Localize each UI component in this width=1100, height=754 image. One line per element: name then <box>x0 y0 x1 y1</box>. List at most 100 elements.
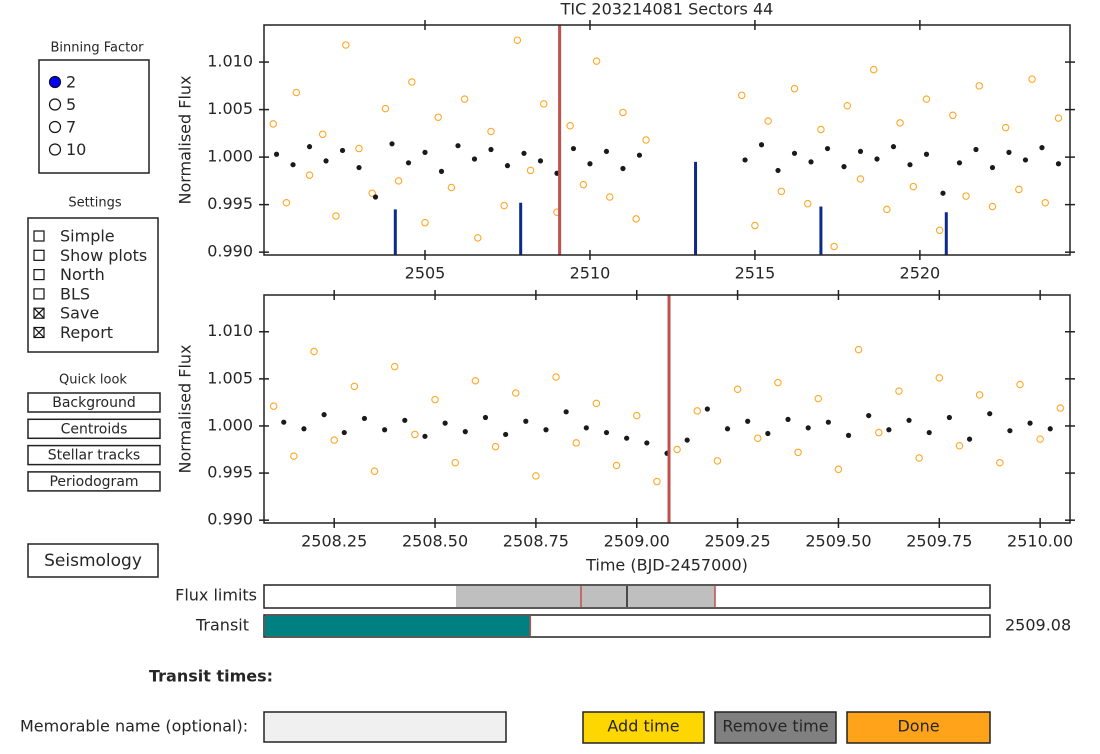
data-point <box>856 175 865 183</box>
data-point <box>342 41 350 49</box>
data-point <box>988 202 997 211</box>
quick-look-label[interactable]: Stellar tracks <box>48 448 140 464</box>
data-point <box>624 435 630 441</box>
data-point <box>442 420 448 426</box>
checkbox-label[interactable]: Report <box>60 323 113 342</box>
data-point <box>408 78 416 86</box>
data-point <box>632 215 640 223</box>
data-point <box>566 121 574 130</box>
data-point <box>474 234 482 242</box>
data-point <box>875 428 883 437</box>
data-point <box>890 144 897 150</box>
quick-look-button[interactable] <box>27 471 161 492</box>
data-point <box>693 407 702 415</box>
data-point <box>857 148 864 155</box>
radio-button[interactable] <box>48 120 62 134</box>
quick-look-label[interactable]: Periodogram <box>49 474 138 490</box>
checkbox[interactable] <box>33 269 45 281</box>
y-tick-label: 1.000 <box>207 147 253 166</box>
plot-area <box>264 295 1070 523</box>
x-tick-label: 2510.00 <box>1007 532 1073 551</box>
quick-look-button[interactable] <box>27 444 161 466</box>
data-point <box>841 164 847 170</box>
radio-button[interactable] <box>48 143 62 156</box>
transit-slider-value: 2509.08 <box>1005 616 1071 635</box>
data-point <box>869 65 878 74</box>
action-button[interactable] <box>582 711 705 744</box>
data-point <box>1036 435 1044 443</box>
data-point <box>361 415 368 422</box>
radio-label[interactable]: 2 <box>66 73 76 92</box>
data-point <box>321 412 327 418</box>
action-button[interactable] <box>846 711 991 744</box>
data-point <box>521 150 527 156</box>
data-point <box>886 427 892 433</box>
checkbox-label[interactable]: North <box>60 265 105 284</box>
quick-look-button[interactable] <box>27 418 161 440</box>
name-input[interactable] <box>263 711 507 743</box>
seismology-label[interactable]: Seismology <box>44 551 142 571</box>
data-point <box>572 439 580 447</box>
checkbox-label[interactable]: Simple <box>60 227 115 246</box>
action-button[interactable] <box>714 711 837 744</box>
transit-buttons: Add time Remove time Done <box>582 711 991 744</box>
data-point <box>394 177 403 185</box>
data-point <box>1056 404 1065 412</box>
data-point <box>511 389 520 397</box>
plot-area <box>264 25 1070 255</box>
data-point <box>824 145 831 152</box>
quick-look-label[interactable]: Centroids <box>61 421 128 437</box>
y-axis-label: Normalised Flux <box>176 344 195 473</box>
seismology-button[interactable] <box>27 543 159 578</box>
data-point <box>777 187 786 196</box>
data-point <box>431 395 439 404</box>
radio-button[interactable] <box>48 98 62 111</box>
radio-button[interactable] <box>48 75 62 89</box>
data-point <box>642 136 650 144</box>
quick-look-button[interactable] <box>27 392 161 413</box>
data-point <box>940 190 946 196</box>
data-point <box>923 151 930 157</box>
quick-look-label[interactable]: Background <box>52 395 136 411</box>
checkbox[interactable] <box>33 288 45 300</box>
x-tick-label: 2509.25 <box>705 532 771 551</box>
data-point <box>290 452 298 460</box>
data-point <box>713 457 722 465</box>
data-point <box>1006 149 1012 155</box>
x-tick-label: 2505 <box>405 264 446 283</box>
data-point <box>935 374 944 382</box>
checkbox-label[interactable]: BLS <box>60 284 90 303</box>
data-point <box>896 119 904 127</box>
data-point <box>975 82 984 90</box>
check-mark <box>33 307 45 319</box>
action-button-label[interactable]: Add time <box>607 717 679 736</box>
data-point <box>909 182 918 191</box>
action-button-label[interactable]: Remove time <box>722 717 828 736</box>
data-point <box>724 426 731 432</box>
y-tick-label: 1.005 <box>207 368 253 387</box>
data-point <box>915 454 923 462</box>
data-point <box>269 402 278 410</box>
data-point <box>273 151 280 157</box>
data-point <box>579 180 588 189</box>
data-point <box>644 440 650 446</box>
radio-label[interactable]: 5 <box>66 95 76 114</box>
data-point <box>704 406 710 412</box>
data-point <box>1001 123 1010 132</box>
x-tick-label: 2520 <box>900 264 941 283</box>
checkbox-label[interactable]: Show plots <box>60 246 147 265</box>
checkbox[interactable] <box>33 249 45 261</box>
data-point <box>854 345 863 354</box>
data-point <box>563 409 569 415</box>
action-button-label[interactable]: Done <box>897 717 939 736</box>
data-point <box>808 159 814 165</box>
data-point <box>370 467 379 475</box>
data-point <box>482 414 489 421</box>
data-point <box>330 436 338 444</box>
checkbox-label[interactable]: Save <box>60 304 99 323</box>
radio-label[interactable]: 7 <box>66 118 76 137</box>
checkbox[interactable] <box>33 230 45 242</box>
data-point <box>455 143 461 149</box>
radio-label[interactable]: 10 <box>66 140 86 159</box>
x-axis-label: Time (BJD-2457000) <box>585 556 748 575</box>
